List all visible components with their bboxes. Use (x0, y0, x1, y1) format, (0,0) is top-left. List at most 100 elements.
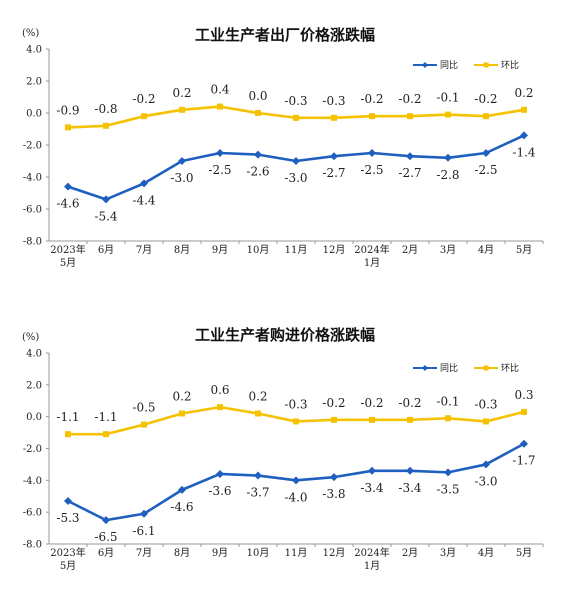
y-unit-label: (%) (22, 28, 39, 39)
legend-label: 环比 (501, 362, 519, 374)
data-label-yoy: -2.5 (208, 163, 231, 177)
legend-marker (422, 365, 428, 371)
legend-marker (422, 62, 428, 68)
legend-label: 同比 (440, 59, 458, 71)
data-point-yoy (368, 149, 376, 157)
data-point-yoy (216, 469, 224, 478)
data-label-mom: -0.2 (132, 92, 155, 106)
series-mom: -1.1 -1.1 -0.5 0.2 0.6 0.2 -0.3 -0.2 -0.2 -0.2 -0.… (56, 383, 534, 438)
data-point-yoy (254, 150, 262, 159)
legend-marker (483, 62, 489, 68)
y-unit-label: (%) (22, 332, 39, 343)
data-label-mom: -0.1 (436, 91, 459, 105)
data-label-mom: -1.1 (56, 410, 79, 424)
data-point-mom (179, 106, 185, 113)
chart-2: 工业生产者购进价格涨跌幅 (%) 4.0 2.0 0.0 -2.0 -4.0 -6.0 -8.0… (22, 326, 544, 572)
x-tick-label: 7月 (136, 547, 152, 559)
data-point-yoy (254, 471, 262, 480)
y-tick-label: -2.0 (23, 444, 42, 455)
data-label-yoy: -3.0 (284, 171, 307, 185)
data-point-yoy (140, 509, 148, 518)
chart-title: 工业生产者购进价格涨跌幅 (195, 326, 375, 344)
data-point-yoy (64, 497, 72, 506)
data-point-mom (331, 416, 337, 423)
data-label-yoy: -2.6 (246, 165, 269, 179)
data-point-mom (103, 122, 109, 129)
x-tick-label: 11月 (285, 244, 308, 256)
data-point-mom (331, 114, 337, 121)
x-tick-label: 4月 (478, 244, 494, 256)
data-point-yoy (140, 179, 148, 188)
legend-item-mom: 环比 (474, 59, 519, 71)
data-point-mom (407, 416, 413, 423)
data-label-yoy: -6.1 (132, 524, 155, 538)
x-tick-label: 10月 (247, 547, 270, 559)
data-point-mom (293, 114, 299, 121)
data-point-mom (369, 416, 375, 423)
data-label-yoy: -4.6 (170, 500, 193, 514)
data-point-mom (483, 418, 489, 425)
data-label-yoy: -2.7 (322, 166, 345, 180)
data-point-mom (141, 421, 147, 428)
data-label-yoy: -3.5 (436, 482, 459, 496)
data-label-mom: -0.2 (398, 396, 421, 410)
data-label-yoy: -2.5 (360, 163, 383, 177)
chart-title: 工业生产者出厂价格涨跌幅 (195, 26, 375, 44)
data-label-mom: 0.6 (210, 383, 229, 397)
y-tick-label: -4.0 (23, 173, 42, 184)
legend-item-yoy: 同比 (413, 362, 458, 374)
data-label-yoy: -2.7 (398, 166, 421, 180)
data-point-yoy (178, 157, 186, 165)
data-point-mom (521, 408, 527, 415)
legend-item-yoy: 同比 (413, 59, 458, 71)
data-point-yoy (292, 476, 300, 485)
data-label-mom: -0.2 (474, 92, 497, 106)
data-point-mom (255, 110, 261, 116)
x-tick-label: 4月 (478, 547, 494, 559)
chart-1: 工业生产者出厂价格涨跌幅 (%) 4.0 2.0 0.0 -2.0 -4.0 -6.0 -8.0… (22, 26, 544, 269)
data-point-yoy (520, 439, 528, 448)
x-tick-label: 1月 (364, 257, 380, 269)
data-point-mom (65, 431, 71, 438)
data-label-mom: -0.2 (360, 396, 383, 410)
data-label-yoy: -5.3 (56, 511, 79, 525)
x-tick-label: 2月 (402, 547, 418, 559)
data-point-mom (445, 111, 451, 118)
data-label-yoy: -4.4 (132, 193, 156, 207)
data-label-mom: -0.9 (56, 103, 79, 117)
data-point-mom (217, 404, 223, 411)
data-label-yoy: -2.8 (436, 168, 459, 182)
data-point-mom (483, 113, 489, 120)
data-point-yoy (520, 131, 528, 140)
x-tick-label: 2023年 (50, 546, 85, 559)
data-label-mom: 0.0 (248, 89, 267, 103)
y-tick-label: -6.0 (23, 205, 42, 216)
data-point-yoy (216, 149, 224, 157)
data-label-mom: -0.3 (322, 94, 345, 108)
data-label-mom: 0.2 (172, 86, 191, 100)
data-label-mom: 0.2 (172, 389, 191, 403)
data-point-yoy (178, 485, 186, 494)
y-tick-label: -4.0 (23, 476, 42, 487)
data-label-mom: -0.3 (474, 397, 497, 411)
data-label-yoy: -6.5 (94, 530, 117, 544)
data-point-mom (65, 124, 71, 131)
x-tick-label: 5月 (60, 560, 76, 572)
x-tick-label: 6月 (98, 547, 114, 559)
y-tick-label: 0.0 (26, 412, 42, 423)
data-point-yoy (406, 466, 414, 475)
legend-item-mom: 环比 (474, 362, 519, 374)
data-point-yoy (444, 153, 452, 162)
y-tick-label: 2.0 (26, 380, 42, 391)
data-label-yoy: -3.4 (398, 481, 422, 495)
data-point-yoy (368, 466, 376, 475)
legend-marker (483, 365, 489, 371)
data-point-yoy (482, 460, 490, 469)
data-label-yoy: -1.7 (512, 454, 535, 468)
y-tick-label: 2.0 (26, 77, 42, 88)
data-label-mom: 0.2 (248, 389, 267, 403)
x-tick-label: 12月 (323, 244, 346, 256)
x-tick-label: 3月 (440, 547, 456, 559)
x-tick-label: 8月 (174, 547, 190, 559)
